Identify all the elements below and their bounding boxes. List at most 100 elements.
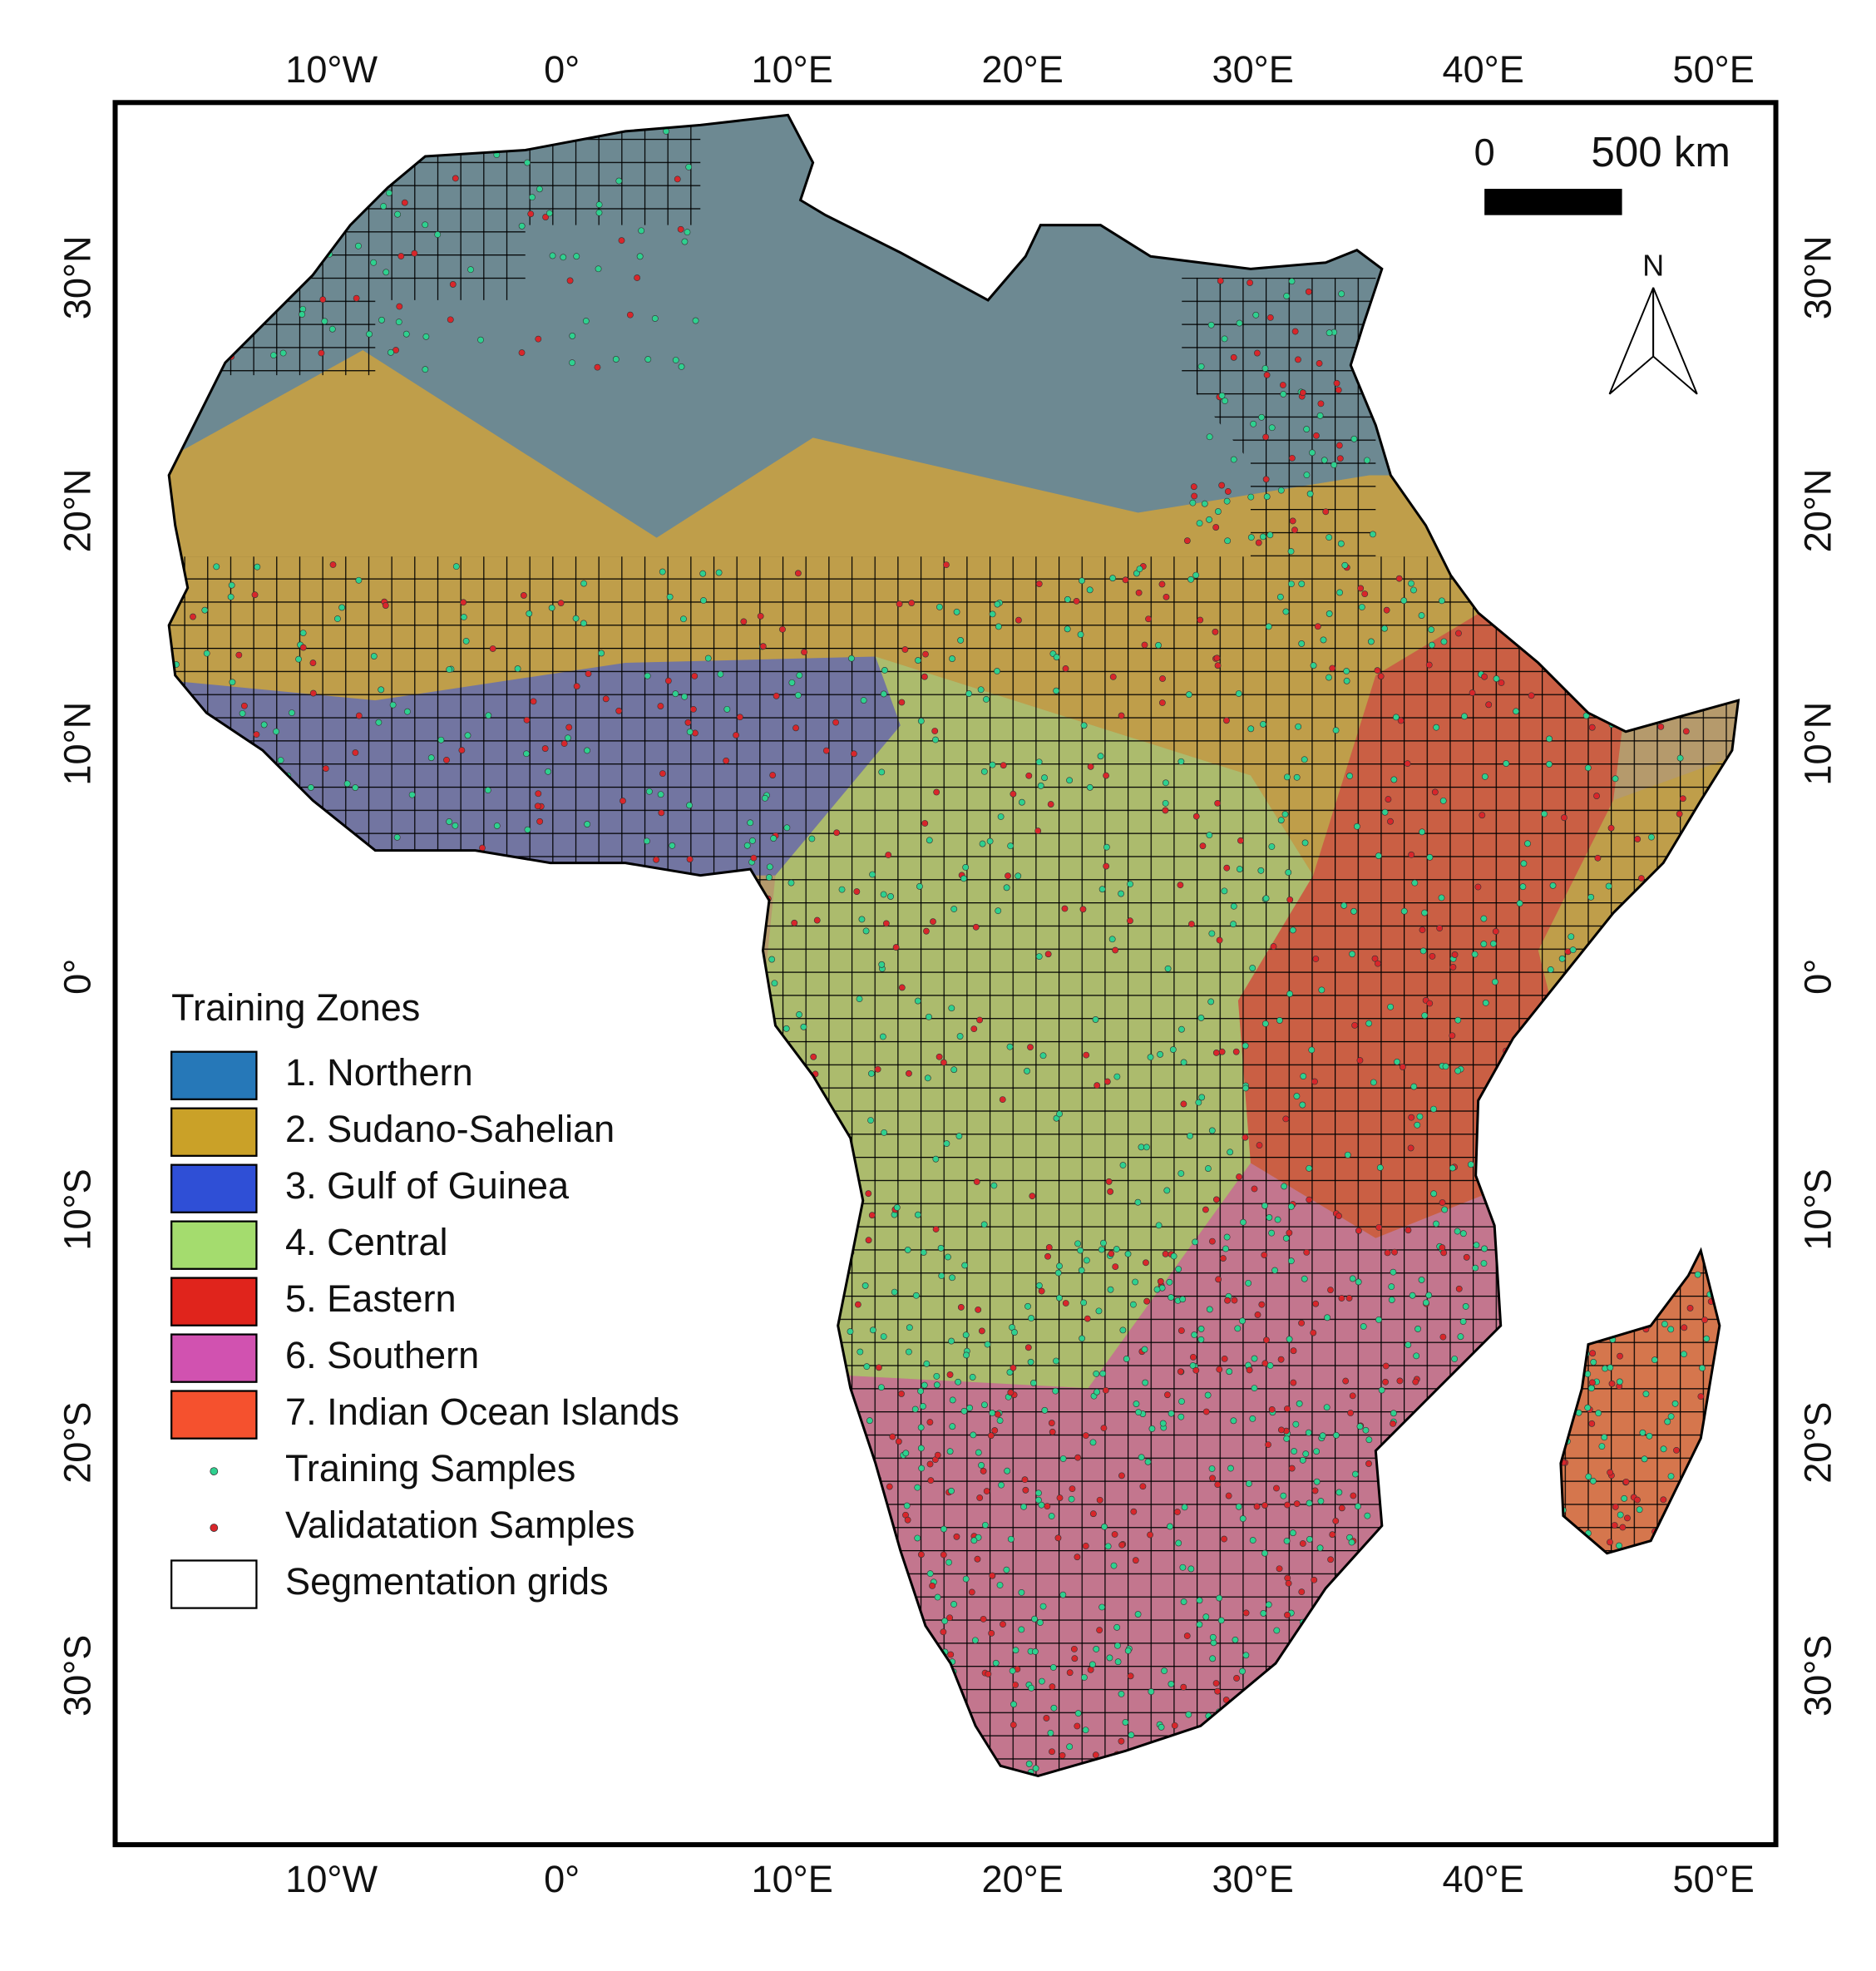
sample-point (1102, 1386, 1109, 1394)
sample-point (1215, 1276, 1222, 1283)
sample-point (937, 1244, 945, 1252)
coastline (1559, 1247, 1721, 1555)
sample-point (1155, 1222, 1163, 1229)
sample-point (1673, 1446, 1680, 1454)
sample-point (989, 1572, 996, 1579)
sample-point (318, 349, 325, 357)
sample-point (1099, 1239, 1107, 1247)
sample-point (1349, 1275, 1356, 1282)
sample-point (1547, 966, 1554, 973)
sample-point (1289, 926, 1296, 934)
sample-point (955, 1133, 963, 1139)
sample-point (1634, 836, 1642, 842)
sample-point (966, 1405, 973, 1411)
sample-point (1110, 1562, 1118, 1569)
sample-point (1178, 1025, 1185, 1033)
sample-point (1306, 490, 1314, 497)
sample-point (1459, 1230, 1467, 1237)
sample-point (1338, 1295, 1345, 1302)
sample-point (1247, 493, 1255, 501)
sample-point (1265, 1601, 1272, 1608)
sample-point (980, 1221, 988, 1228)
sample-point (1235, 1503, 1242, 1510)
sample-point (1352, 1470, 1359, 1478)
sample-point (1059, 1455, 1067, 1462)
sample-point (1449, 1032, 1456, 1040)
sample-point (995, 623, 1002, 630)
sample-point (1082, 1726, 1089, 1734)
sample-point (299, 630, 307, 637)
lat-label: 30°N (1797, 235, 1839, 319)
sample-point (1299, 389, 1306, 397)
sample-point (1249, 965, 1256, 971)
sample-point (950, 906, 958, 912)
sample-point (1258, 1301, 1266, 1308)
sample-point (1282, 1115, 1290, 1123)
sample-point (1384, 1249, 1391, 1257)
sample-point (1641, 1455, 1648, 1463)
sample-point (917, 718, 925, 724)
sample-point (949, 1423, 956, 1430)
sample-point (970, 1537, 978, 1544)
sample-point (1138, 1454, 1145, 1461)
sample-point (664, 677, 672, 684)
sample-point (1012, 1647, 1019, 1654)
sample-point (380, 203, 388, 210)
sample-point (1094, 1082, 1101, 1089)
sample-point (1281, 1183, 1288, 1190)
sample-point (1162, 1250, 1169, 1257)
sample-point (1044, 951, 1052, 958)
sample-point (1314, 623, 1321, 630)
sample-point (1053, 654, 1060, 661)
sample-point (1190, 483, 1197, 491)
sample-point (771, 980, 778, 987)
sample-point (1266, 1362, 1274, 1369)
sample-point (1365, 1460, 1372, 1467)
sample-point (524, 159, 531, 166)
lon-label: 30°E (1212, 48, 1294, 91)
sample-point (861, 1282, 869, 1289)
sample-point (1273, 1627, 1281, 1634)
sample-point (757, 612, 764, 620)
sample-point (971, 1637, 979, 1644)
sample-point (1167, 1523, 1173, 1530)
sample-point (1648, 833, 1655, 841)
sample-point (1549, 882, 1557, 889)
sample-point (960, 875, 967, 882)
sample-point (1059, 1591, 1067, 1598)
sample-point (1201, 500, 1208, 507)
sample-point (273, 728, 280, 735)
sample-point (612, 356, 620, 363)
sample-point (860, 697, 867, 704)
sample-point (1236, 1173, 1242, 1181)
sample-point (626, 311, 634, 319)
sample-point (984, 1341, 991, 1348)
sample-point (743, 842, 751, 849)
sample-point (422, 333, 430, 340)
sample-point (484, 787, 491, 794)
lat-label: 10°N (1797, 702, 1839, 786)
sample-point (1049, 1683, 1056, 1691)
sample-point (770, 835, 778, 842)
sample-point (1492, 928, 1499, 935)
sample-point (994, 668, 1000, 674)
sample-point (1388, 1297, 1395, 1303)
sample-point (1419, 828, 1425, 836)
segmentation-grid (1182, 277, 1376, 557)
sample-point (572, 615, 580, 622)
sample-point (1209, 1633, 1217, 1641)
sample-point (943, 561, 950, 569)
sample-point (1179, 1296, 1187, 1303)
sample-point (1438, 597, 1445, 605)
sample-point (946, 1614, 953, 1622)
sample-point (1382, 1362, 1390, 1370)
sample-point (1326, 329, 1333, 337)
sample-point (787, 879, 795, 887)
sample-point (1472, 1264, 1479, 1272)
sample-point (1528, 692, 1535, 699)
sample-point (355, 576, 363, 584)
sample-point (1169, 1046, 1177, 1053)
sample-point (404, 708, 411, 715)
sample-point (1701, 1316, 1708, 1324)
sample-point (1208, 1237, 1216, 1245)
